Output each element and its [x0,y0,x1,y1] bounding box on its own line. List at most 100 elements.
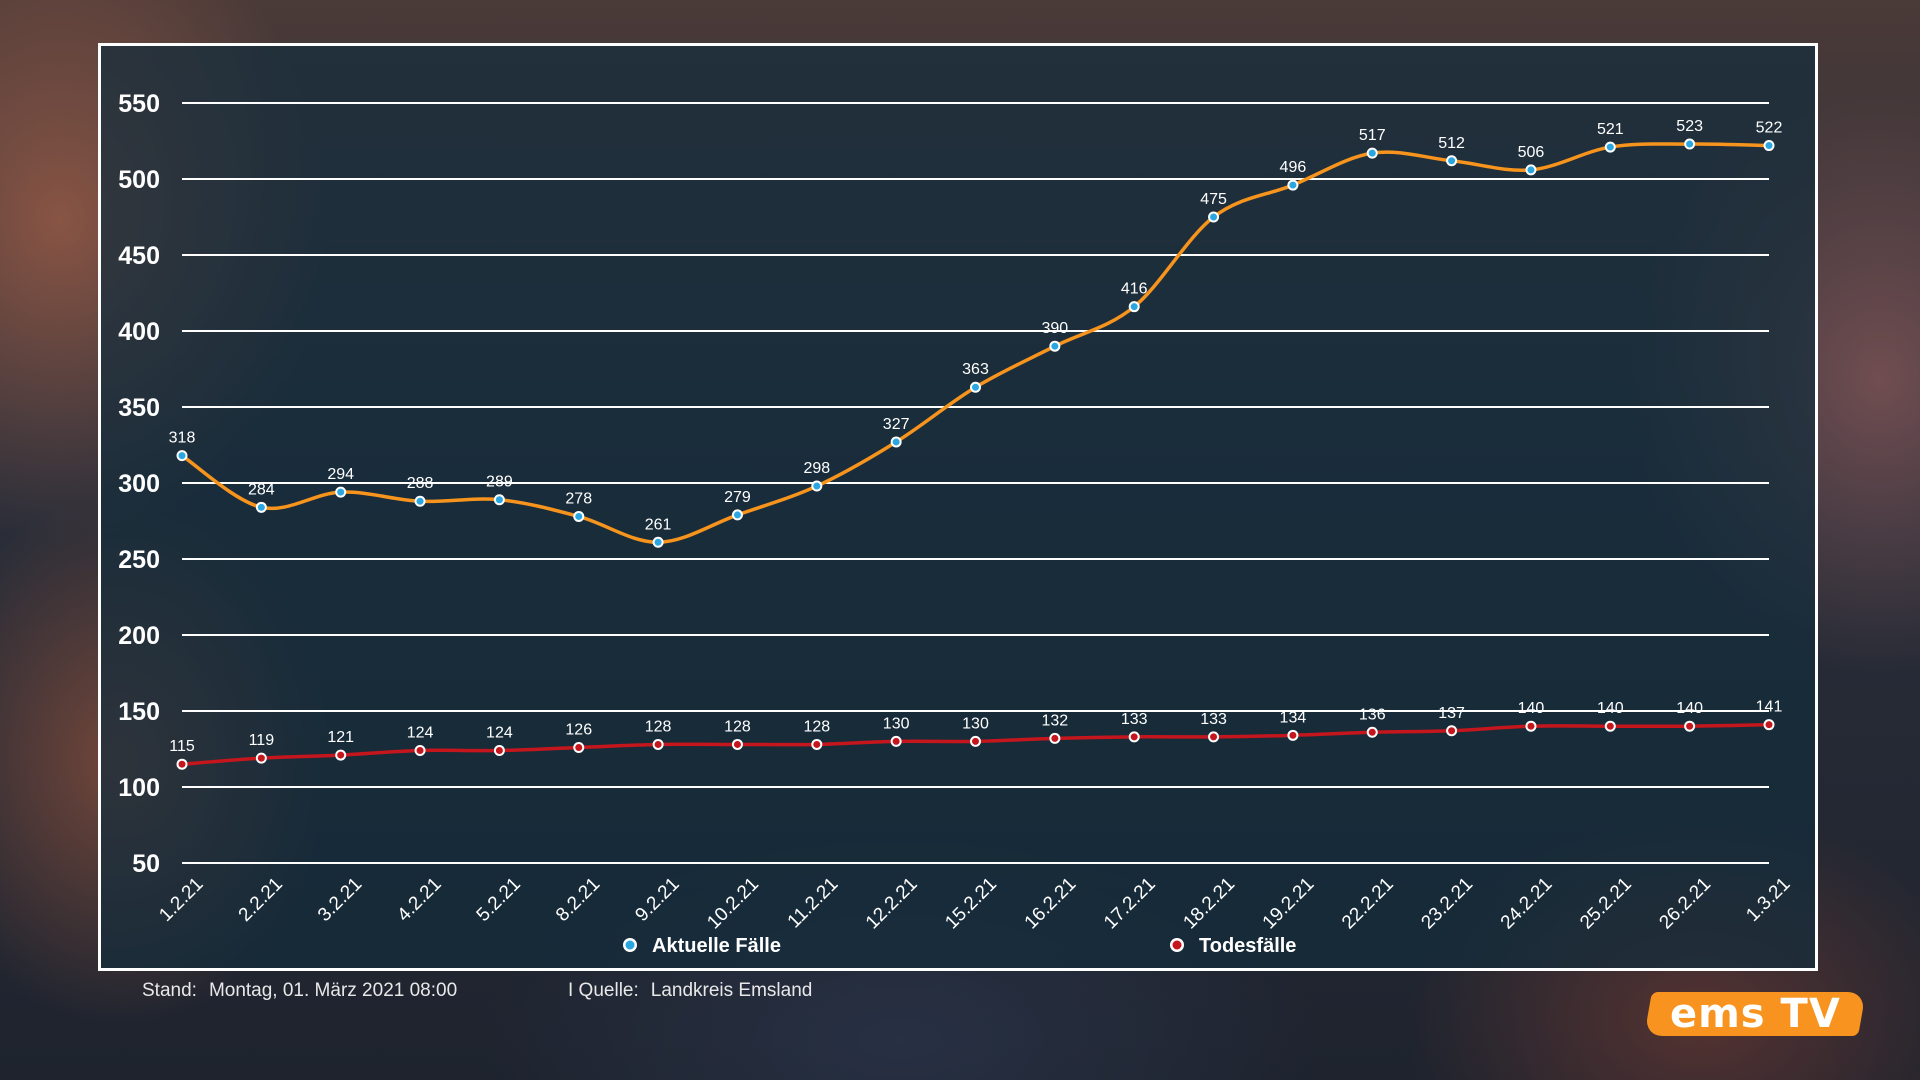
x-tick-label: 1.2.21 [155,874,207,926]
x-tick-label: 25.2.21 [1576,874,1636,934]
data-label: 124 [407,725,434,742]
x-tick-label: 23.2.21 [1417,874,1477,934]
data-label: 327 [883,416,910,433]
x-tick-label: 5.2.21 [473,874,525,926]
data-point [1368,149,1376,157]
x-tick-label: 12.2.21 [862,874,922,934]
data-label: 130 [883,715,910,732]
data-point [1686,140,1694,148]
legend-label: Todesfälle [1199,935,1296,957]
footer-source: I Quelle: Landkreis Emsland [568,980,812,1002]
data-point [257,754,265,762]
data-label: 115 [169,738,195,755]
data-point [1289,181,1297,189]
data-label: 363 [962,361,989,378]
data-label: 137 [1438,705,1465,722]
data-point [733,511,741,519]
source-value: Landkreis Emsland [650,980,813,1001]
data-label: 506 [1518,144,1545,161]
data-point [337,751,345,759]
ems-tv-logo: ems TV [1644,991,1866,1037]
source-label: I Quelle: [568,980,639,1001]
legend-marker [1172,940,1182,950]
x-tick-label: 8.2.21 [552,874,604,926]
data-label: 298 [803,460,830,477]
y-tick-label: 250 [118,546,160,574]
data-point [1051,342,1059,350]
data-label: 496 [1280,159,1307,176]
data-point [416,747,424,755]
legend: Aktuelle Fälle Todesfälle [623,935,1296,957]
data-point [1448,157,1456,165]
x-tick-label: 16.2.21 [1021,874,1081,934]
data-label: 390 [1041,320,1068,337]
x-tick-label: 19.2.21 [1259,874,1319,934]
x-tick-label: 18.2.21 [1179,874,1239,934]
data-label: 284 [248,481,275,498]
data-label: 136 [1359,706,1386,723]
x-tick-label: 10.2.21 [703,874,763,934]
data-label: 523 [1676,118,1703,135]
data-point [178,452,186,460]
y-tick-label: 200 [118,622,160,650]
data-label: 416 [1121,281,1148,298]
data-point [1686,722,1694,730]
stand-value: Montag, 01. März 2021 08:00 [208,980,458,1001]
data-label: 289 [486,474,513,491]
y-tick-label: 50 [132,850,160,878]
data-label: 279 [724,489,751,506]
data-label: 128 [803,718,830,735]
data-point [1448,727,1456,735]
x-tick-label: 22.2.21 [1338,874,1398,934]
data-point [892,737,900,745]
data-label: 517 [1359,127,1386,144]
stand-label: Stand: [142,980,197,1001]
y-tick-label: 150 [118,698,160,726]
data-label: 133 [1200,711,1227,728]
data-label: 521 [1597,121,1624,138]
data-point [495,747,503,755]
y-tick-label: 500 [118,166,160,194]
x-tick-label: 24.2.21 [1497,874,1557,934]
data-label: 130 [962,715,989,732]
data-point [1606,143,1614,151]
data-label: 288 [407,475,434,492]
data-point [495,496,503,504]
data-point [1527,166,1535,174]
data-label: 133 [1121,711,1148,728]
series-points [176,138,1775,770]
data-label: 318 [169,430,196,447]
data-label: 128 [645,718,672,735]
data-point [416,497,424,505]
data-point [1130,303,1138,311]
data-point [1765,721,1773,729]
x-tick-label: 2.2.21 [235,874,287,926]
data-labels: 318 284 294 288 289 278 261 279 298 327 363 390 416 4… [169,118,1783,755]
line-chart: 50 100 150 200 250 300 350 400 450 500 550 1.2.21 2… [118,102,1783,957]
data-point [1368,728,1376,736]
data-label: 126 [565,721,592,738]
data-label: 132 [1041,712,1068,729]
data-point [178,760,186,768]
data-label: 128 [724,718,751,735]
chart-panel [98,43,1818,971]
footer-stand: Stand: Montag, 01. März 2021 08:00 [142,980,457,1002]
data-point [733,740,741,748]
data-point [337,488,345,496]
y-tick-label: 350 [118,394,160,422]
data-point [1130,733,1138,741]
y-tick-label: 450 [118,242,160,270]
x-tick-label: 26.2.21 [1656,874,1716,934]
data-label: 121 [327,729,354,746]
data-label: 512 [1438,135,1465,152]
x-tick-label: 15.2.21 [941,874,1001,934]
data-label: 140 [1676,700,1703,717]
data-label: 278 [565,490,592,507]
logo-text: ems TV [1669,991,1841,1037]
data-label: 140 [1518,700,1545,717]
data-label: 141 [1756,699,1783,716]
gridlines [182,102,1769,864]
data-point [1527,722,1535,730]
data-label: 134 [1280,709,1307,726]
legend-label: Aktuelle Fälle [652,935,781,957]
